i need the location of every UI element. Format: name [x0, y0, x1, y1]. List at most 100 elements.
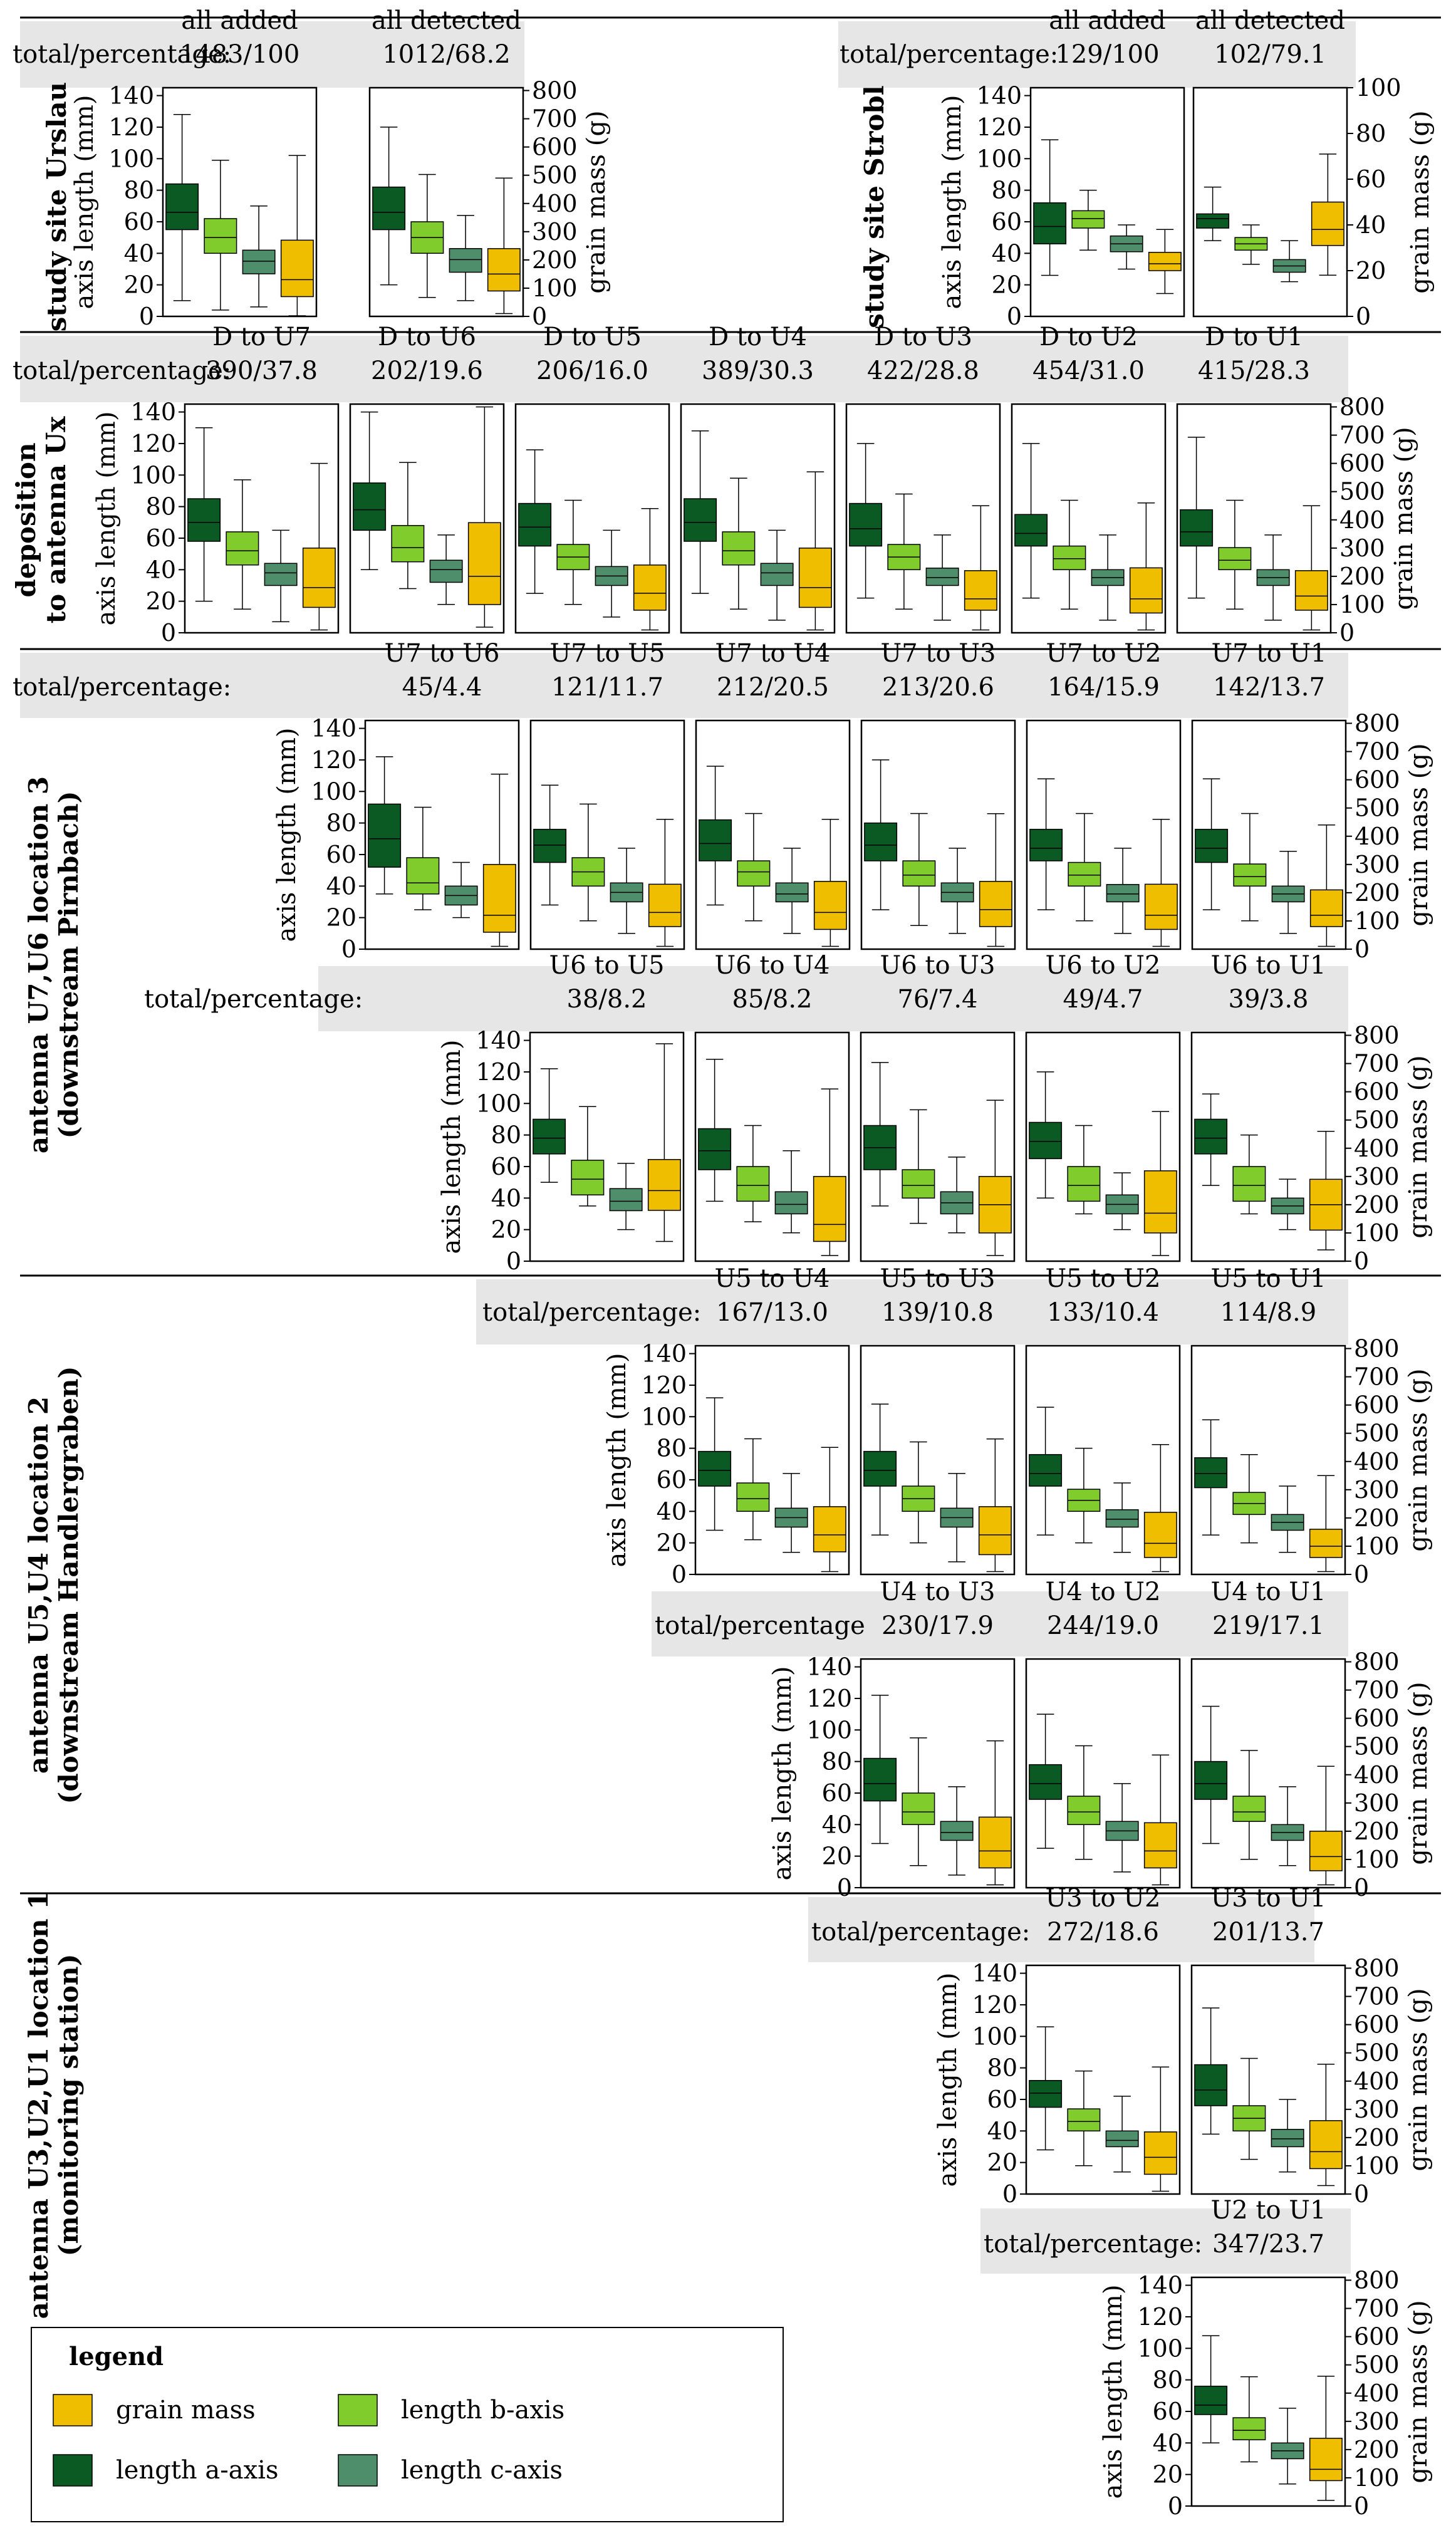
y2-tick-label: 700 [1354, 1677, 1400, 1704]
panel-title: U7 to U3 [881, 639, 996, 668]
y-axis-label: axis length (mm) [933, 1973, 962, 2187]
box-length-b-axis [902, 1737, 935, 1866]
panel-title: D to U4 [709, 323, 807, 351]
box-iqr [813, 1506, 846, 1552]
box-iqr [1194, 2064, 1228, 2106]
box-iqr [1143, 1512, 1177, 1558]
box-length-c-axis [1091, 534, 1125, 621]
box-panel [1190, 1344, 1346, 1576]
box-iqr [698, 1450, 732, 1487]
panel-stat: 142/13.7 [1213, 673, 1325, 702]
y2-tick-label: 700 [1354, 1050, 1400, 1078]
y2-tick-label: 200 [1355, 879, 1400, 907]
box-grain-mass [1309, 1475, 1343, 1573]
box-iqr [647, 1159, 681, 1211]
chart-row-loc1_u2: total/percentage: U2 to U1 347/23.7 0 20 40 60… [984, 2196, 1433, 2520]
box-length-c-axis [775, 848, 809, 934]
box-length-c-axis [444, 861, 478, 918]
box-iqr [1029, 2080, 1063, 2108]
legend-swatch [338, 2454, 378, 2487]
y2-tick-label: 300 [1339, 534, 1385, 562]
box-iqr [1067, 1166, 1101, 1202]
box-length-c-axis [940, 1157, 974, 1234]
box-length-c-axis [774, 1473, 808, 1553]
box-iqr [165, 183, 199, 231]
y2-tick-label: 800 [1355, 710, 1400, 737]
y-tick-label: 140 [130, 398, 176, 426]
section-label-line: (downstream Handlergraben) [53, 1366, 84, 1804]
panel-title: U6 to U1 [1211, 951, 1326, 980]
y-tick-label: 0 [506, 1247, 521, 1275]
box-iqr [1144, 883, 1178, 930]
box-length-a-axis [165, 114, 199, 301]
panel-stat: 38/8.2 [567, 985, 647, 1014]
box-length-c-axis [760, 529, 794, 621]
box-panel [1190, 1031, 1346, 1262]
box-grain-mass [978, 1438, 1012, 1573]
y-tick-label: 20 [146, 588, 176, 615]
box-grain-mass [1309, 1130, 1343, 1251]
y2-tick-label: 400 [1354, 1135, 1400, 1162]
box-length-a-axis [1029, 778, 1063, 910]
chart-row-loc3_u6: total/percentage: U6 to U5 38/8.2 U6 to U4 8… [144, 951, 1433, 1275]
box-length-c-axis [595, 529, 628, 618]
box-length-a-axis [353, 411, 387, 571]
box-iqr [1143, 2131, 1177, 2175]
legend-item-length-c-axis: length c-axis [338, 2454, 563, 2487]
y2-tick-label: 80 [1356, 120, 1386, 147]
y-tick-label: 120 [976, 113, 1022, 141]
box-iqr [978, 1816, 1012, 1869]
box-length-c-axis [940, 1786, 974, 1876]
box-iqr [864, 822, 898, 861]
box-panel [860, 1344, 1016, 1576]
box-length-a-axis [533, 1068, 566, 1183]
y-tick-label: 20 [1153, 2461, 1183, 2488]
box-iqr [1194, 1760, 1228, 1800]
box-iqr [353, 482, 387, 531]
box-length-b-axis [406, 806, 440, 910]
y-tick-label: 120 [1137, 2303, 1183, 2331]
panel-stat: 389/30.3 [702, 356, 814, 385]
box-panel [694, 1344, 850, 1576]
panel-title: D to U7 [212, 323, 311, 351]
panel-stat: 139/10.8 [881, 1298, 994, 1327]
box-length-b-axis [1053, 499, 1086, 610]
box-length-a-axis [533, 784, 567, 906]
box-iqr [1068, 861, 1101, 887]
y-tick-label: 0 [341, 935, 356, 963]
y2-axis-label: grain mass (g) [1404, 2300, 1433, 2483]
section-label-line: (downstream Pirnbach) [53, 791, 84, 1139]
legend-item-length-a-axis: length a-axis [53, 2454, 278, 2487]
box-iqr [1233, 863, 1267, 887]
y-tick-label: 60 [326, 841, 356, 868]
box-length-b-axis [887, 493, 921, 610]
panel-title: U3 to U2 [1046, 1884, 1161, 1913]
y2-tick-label: 100 [1354, 1846, 1400, 1873]
box-length-c-axis [774, 1150, 808, 1234]
panel-stat: 230/17.9 [881, 1611, 994, 1640]
panel-title: U6 to U4 [715, 951, 830, 980]
legend-title: legend [69, 2342, 164, 2371]
box-iqr [391, 525, 425, 563]
y2-tick-label: 0 [1339, 619, 1355, 647]
box-iqr [1271, 2129, 1304, 2148]
y-tick-label: 120 [130, 430, 176, 457]
box-iqr [482, 864, 516, 933]
box-length-a-axis [1194, 2007, 1228, 2135]
legend-swatch [53, 2394, 93, 2426]
y2-tick-label: 800 [1354, 2267, 1400, 2294]
y-tick-label: 120 [806, 1685, 852, 1712]
y-tick-label: 0 [1168, 2492, 1183, 2520]
box-length-c-axis [1271, 851, 1305, 934]
box-panel [1011, 403, 1167, 634]
box-grain-mass [798, 471, 832, 631]
box-iqr [533, 828, 567, 863]
box-iqr [1194, 1457, 1228, 1489]
panel-stat: 219/17.1 [1212, 1611, 1324, 1640]
y2-tick-label: 200 [1339, 563, 1385, 590]
box-length-a-axis [368, 756, 402, 895]
y-tick-label: 80 [1153, 2366, 1183, 2394]
box-length-c-axis [610, 848, 643, 934]
panel-stat: 133/10.4 [1047, 1298, 1159, 1327]
panel-stat: 347/23.7 [1212, 2230, 1324, 2259]
